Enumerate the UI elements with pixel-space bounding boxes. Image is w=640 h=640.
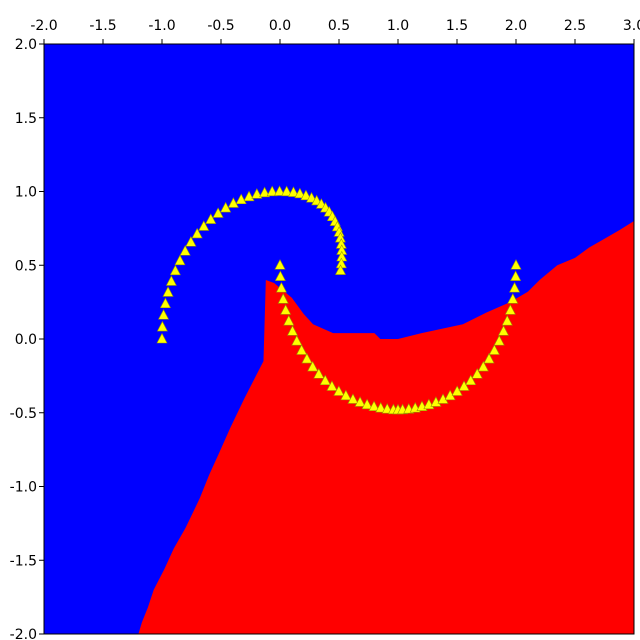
data-point — [465, 374, 477, 386]
data-point — [212, 207, 224, 218]
data-point — [287, 186, 299, 197]
data-point — [300, 189, 312, 201]
x-tick-label: -1.0 — [148, 18, 175, 34]
y-axis: 2.0 1.5 1.0 0.5 0.0 -0.5 -1.0 -1.5 -2.0 — [10, 37, 44, 640]
data-point — [205, 213, 217, 224]
data-points — [156, 185, 522, 415]
data-point — [477, 360, 489, 372]
data-point — [274, 259, 286, 270]
data-point — [165, 275, 177, 286]
data-point — [458, 380, 470, 391]
data-point — [158, 309, 170, 320]
data-point — [274, 270, 286, 281]
data-point — [179, 245, 191, 256]
x-tick-label: 0.5 — [328, 18, 350, 34]
data-point — [333, 385, 345, 396]
x-tick-label: 1.0 — [387, 18, 409, 34]
data-point — [251, 188, 263, 199]
x-tick-label: -0.5 — [207, 18, 234, 34]
data-point — [306, 191, 318, 203]
data-point — [291, 335, 303, 346]
data-point — [281, 185, 293, 197]
data-point — [266, 185, 278, 197]
data-point — [313, 368, 325, 379]
data-point — [156, 332, 168, 344]
data-point — [286, 325, 298, 336]
y-tick-label: 1.0 — [15, 185, 37, 201]
data-point — [510, 270, 522, 281]
data-point — [259, 186, 271, 198]
data-point — [375, 402, 387, 413]
data-point — [430, 396, 442, 407]
data-point — [283, 315, 295, 326]
data-point — [368, 400, 380, 412]
data-point — [471, 368, 483, 379]
y-tick-label: -0.5 — [10, 406, 37, 422]
data-point — [361, 398, 373, 410]
x-tick-label: 2.5 — [564, 18, 586, 34]
data-point — [235, 193, 247, 205]
data-point — [504, 304, 516, 315]
y-tick-label: 1.5 — [15, 111, 37, 127]
x-tick-label: -2.0 — [30, 18, 57, 34]
data-point — [159, 297, 171, 309]
data-point — [493, 335, 505, 346]
data-point — [319, 374, 331, 386]
data-point — [198, 220, 210, 231]
data-point — [483, 352, 495, 364]
data-point — [509, 281, 521, 293]
y-tick-label: 0.0 — [15, 332, 37, 348]
data-point — [510, 259, 522, 270]
data-point — [185, 236, 197, 247]
data-point — [326, 380, 338, 391]
data-point — [296, 344, 308, 355]
data-point — [294, 187, 306, 199]
data-point — [274, 185, 286, 196]
data-point — [275, 281, 287, 293]
x-tick-label: 1.5 — [446, 18, 468, 34]
data-point — [307, 360, 319, 372]
data-point — [174, 254, 186, 266]
data-point — [162, 286, 174, 297]
data-point — [488, 344, 500, 355]
data-point — [335, 264, 347, 275]
data-point — [354, 396, 366, 407]
data-point — [507, 293, 519, 304]
plot-area — [43, 43, 635, 635]
data-point — [156, 320, 168, 332]
data-point — [498, 325, 510, 336]
x-tick-label: 0.0 — [269, 18, 291, 34]
data-point — [347, 393, 359, 404]
data-point — [501, 315, 513, 326]
y-tick-label: -2.0 — [10, 627, 37, 640]
x-tick-label: 3.0 — [623, 18, 640, 34]
x-tick-label: 2.0 — [505, 18, 527, 34]
y-tick-label: -1.5 — [10, 553, 37, 569]
data-point — [301, 352, 313, 364]
data-point — [340, 389, 352, 401]
x-axis: -2.0 -1.5 -1.0 -0.5 0.0 0.5 1.0 1.5 2.0 2.5 3.0 — [30, 18, 640, 44]
data-point — [191, 227, 203, 239]
data-point — [227, 197, 239, 208]
y-tick-label: -1.0 — [10, 480, 37, 496]
data-point — [277, 293, 289, 304]
x-tick-label: -1.5 — [89, 18, 116, 34]
y-tick-label: 2.0 — [15, 37, 37, 53]
data-point — [280, 304, 292, 315]
y-tick-label: 0.5 — [15, 258, 37, 274]
data-point — [169, 264, 181, 276]
